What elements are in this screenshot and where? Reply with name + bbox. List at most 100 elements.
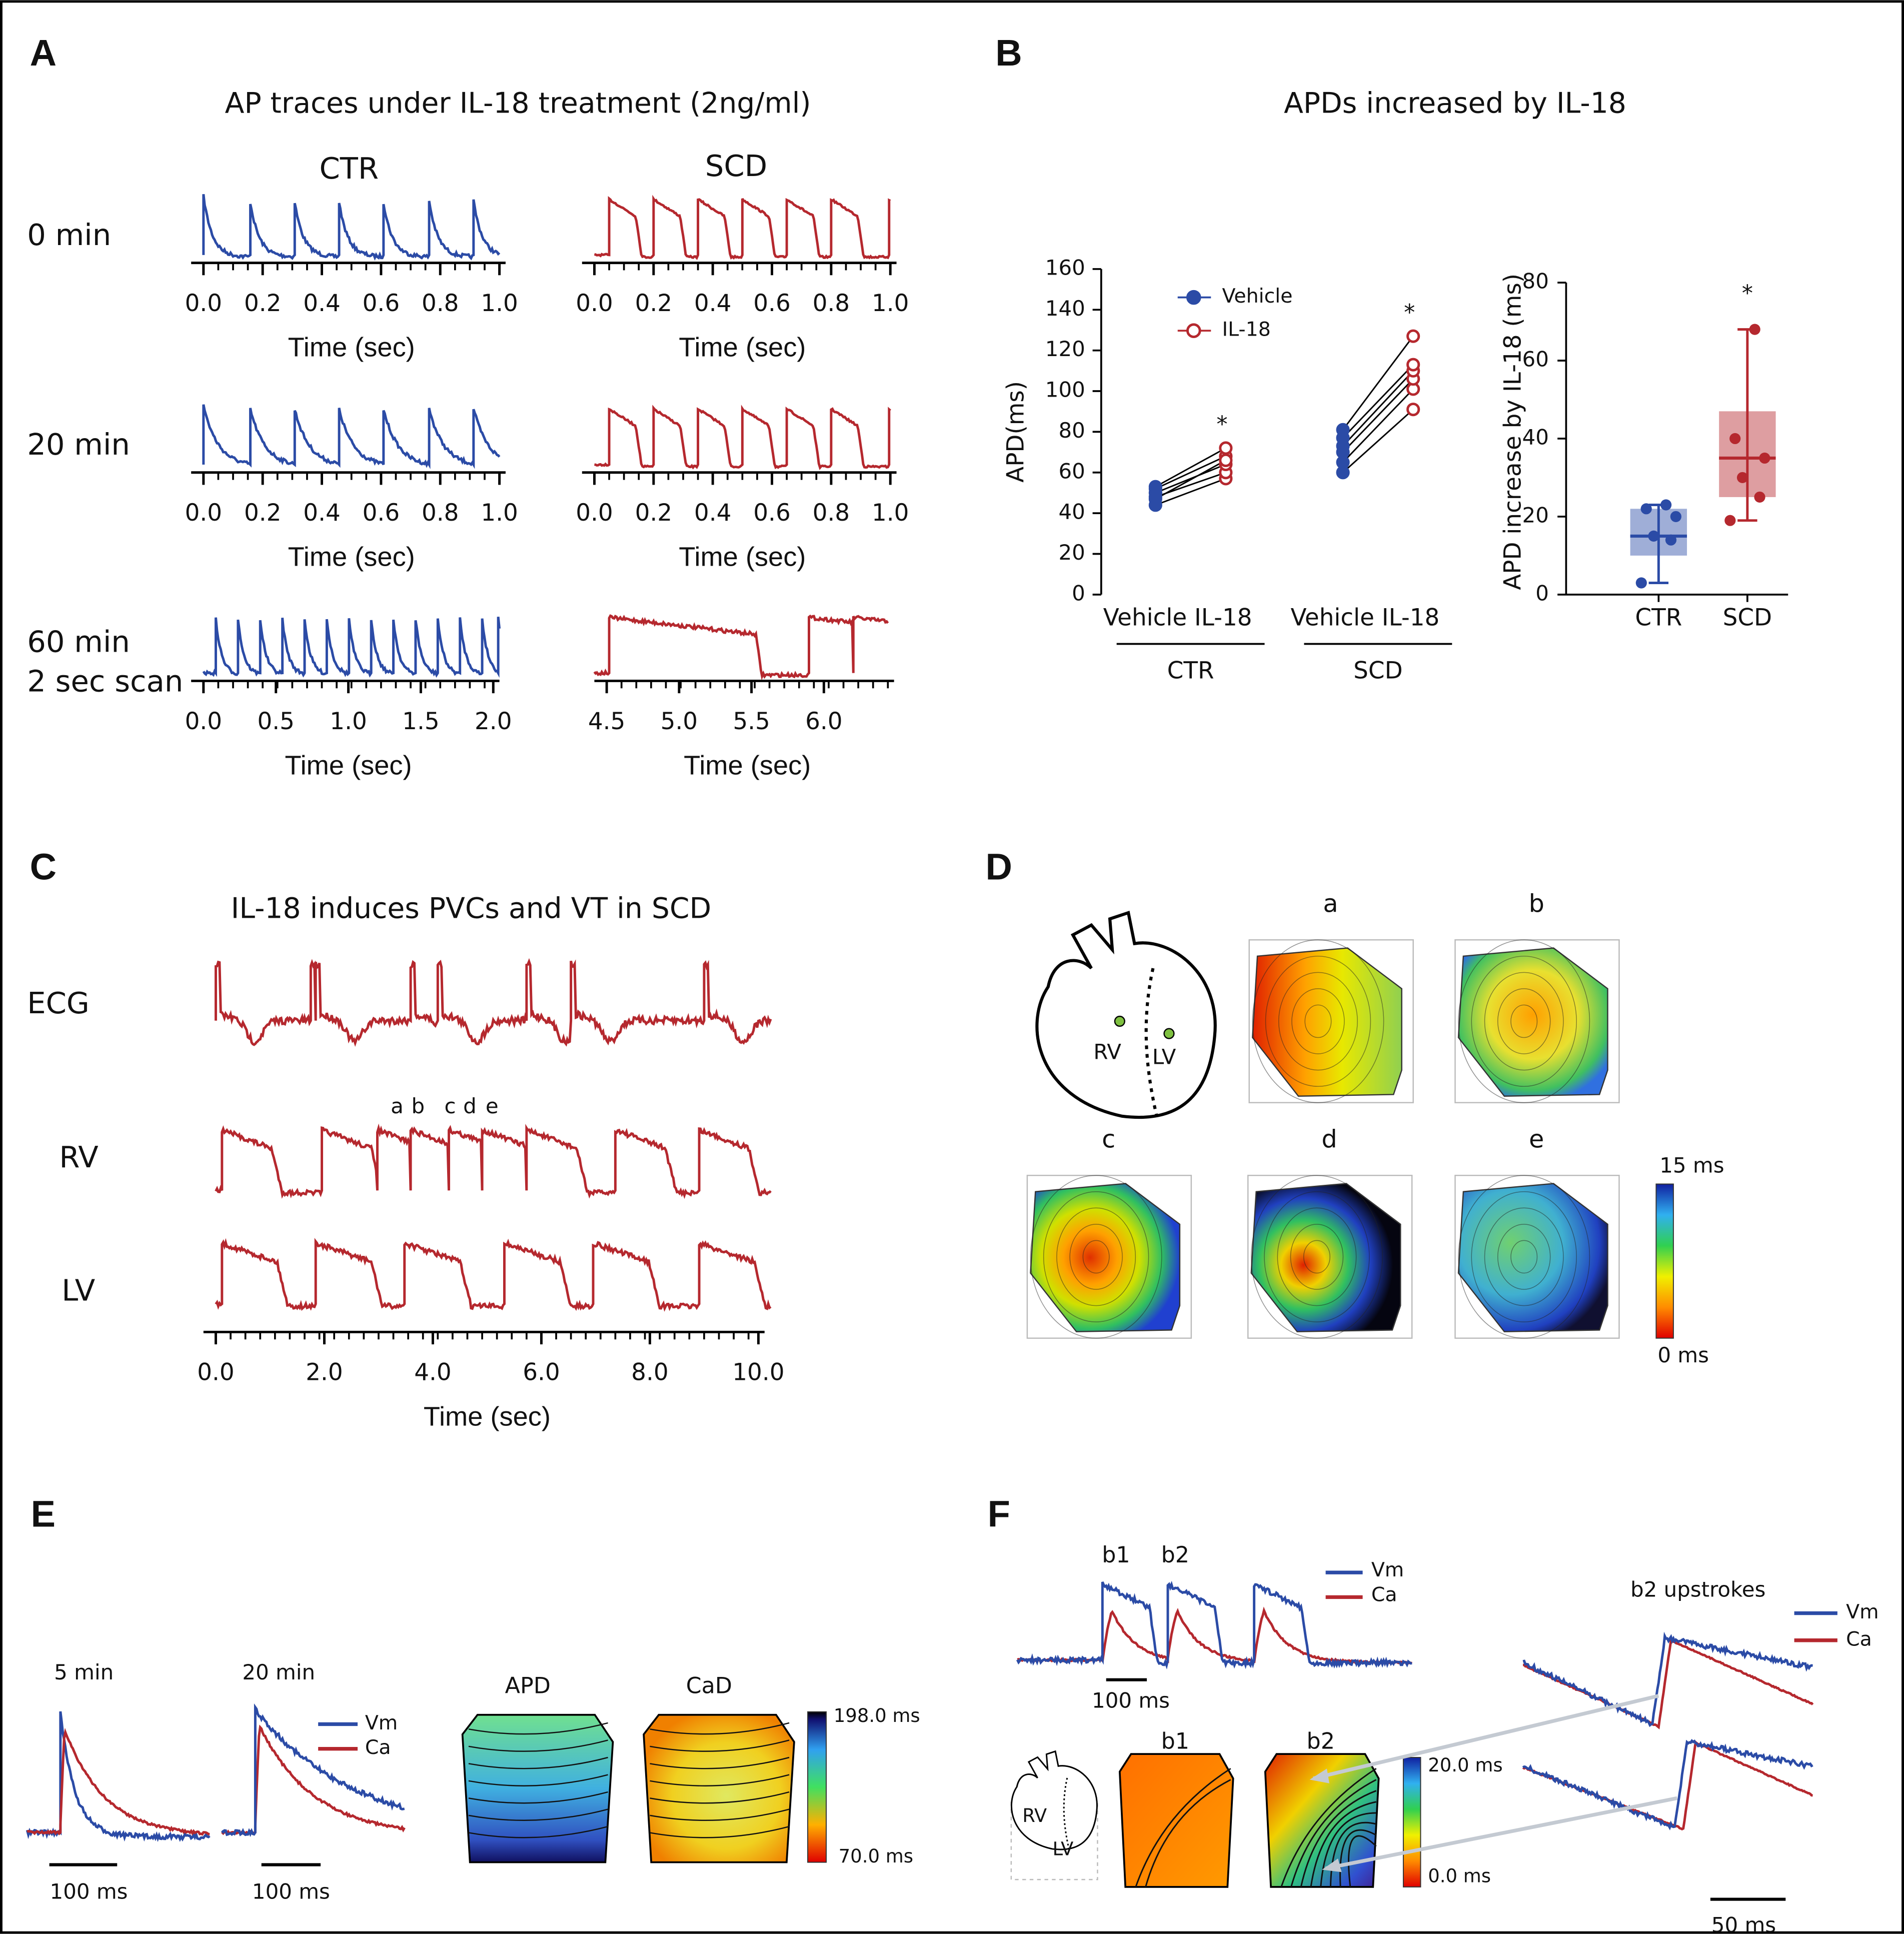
- tick-label: 0.0: [185, 290, 222, 317]
- tick-label: 80: [1058, 418, 1085, 443]
- contour: [1069, 1224, 1123, 1290]
- tick-label: 0.0: [185, 708, 222, 735]
- tick-label: 1.0: [330, 708, 367, 735]
- point: [1759, 452, 1770, 464]
- legend-label: Ca: [365, 1736, 391, 1759]
- pair-line: [1155, 464, 1226, 494]
- tick-label: 0.4: [303, 290, 340, 317]
- contour: [1252, 939, 1384, 1103]
- trace: [202, 404, 501, 470]
- contour: [650, 1791, 790, 1804]
- x-tick-label: IL-18: [1382, 605, 1440, 632]
- activation-map: [1457, 947, 1608, 1097]
- point: [1665, 534, 1677, 546]
- contour: [1251, 1175, 1383, 1339]
- x-tick-label: SCD: [1723, 605, 1772, 632]
- contour: [468, 1808, 608, 1821]
- contour: [650, 1825, 790, 1838]
- contour: [1304, 1004, 1332, 1038]
- tick-label: 4.5: [588, 708, 625, 735]
- pair-line: [1342, 364, 1414, 439]
- point: [1635, 577, 1647, 589]
- point: [1406, 403, 1420, 417]
- tick-label: 6.0: [523, 1359, 560, 1386]
- point: [1148, 480, 1162, 494]
- x-tick-label: IL-18: [1194, 605, 1252, 632]
- point: [1648, 530, 1659, 542]
- contour: [468, 1756, 608, 1769]
- axis-title: APD(ms): [1003, 381, 1030, 483]
- colorbar: [1402, 1757, 1421, 1887]
- map-label: e: [1529, 1125, 1544, 1154]
- heart-icon: [1011, 1750, 1098, 1850]
- upstroke-trace: [1522, 1631, 1813, 1727]
- duration-map: [461, 1713, 614, 1863]
- axis-title: Time (sec): [684, 750, 811, 780]
- tick-label: 8.0: [631, 1359, 668, 1386]
- map-label: b1: [1161, 1728, 1189, 1754]
- tick-label: 0.8: [422, 290, 459, 317]
- label: 100 ms: [252, 1879, 330, 1904]
- contour: [1082, 1240, 1110, 1274]
- panel-label: B: [995, 32, 1022, 74]
- marker-label: e: [486, 1094, 499, 1118]
- label: LV: [1152, 1044, 1176, 1069]
- contour: [1265, 956, 1371, 1087]
- marker-label: b: [412, 1094, 425, 1118]
- tick-label: 0.6: [363, 500, 400, 527]
- point: [1660, 499, 1672, 511]
- map-label: c: [1102, 1125, 1115, 1154]
- label: 20 min: [242, 1660, 315, 1684]
- contour: [1497, 1224, 1551, 1290]
- contour: [1484, 1207, 1564, 1306]
- septum: [1063, 1777, 1070, 1849]
- contour: [650, 1739, 790, 1752]
- tick-label: 20: [1522, 503, 1549, 527]
- tick-label: 0.5: [257, 708, 294, 735]
- tick-label: 0.2: [635, 290, 672, 317]
- tick-label: 0.0: [576, 500, 613, 527]
- axis-title: APD increase by IL-18 (ms): [1499, 274, 1526, 590]
- legend-label: Vm: [1371, 1558, 1404, 1581]
- map-label: CaD: [686, 1673, 732, 1698]
- contour: [1458, 939, 1590, 1103]
- contour: [1056, 1207, 1136, 1306]
- label: b2: [1161, 1542, 1189, 1568]
- contour: [1458, 1175, 1590, 1339]
- electrode: [1163, 1028, 1175, 1039]
- map-label: d: [1321, 1125, 1337, 1154]
- row-label: ECG: [27, 986, 90, 1020]
- tick-label: 120: [1045, 337, 1085, 361]
- panel-label: E: [31, 1493, 56, 1535]
- trace: [27, 1727, 210, 1836]
- arrow: [1313, 1694, 1659, 1780]
- contour: [1030, 1175, 1162, 1339]
- contour: [650, 1722, 790, 1735]
- colorbar-label: 0.0 ms: [1428, 1865, 1491, 1887]
- contour: [650, 1756, 790, 1769]
- contour: [1290, 1779, 1377, 1887]
- contour: [468, 1722, 608, 1735]
- label: LV: [1052, 1838, 1073, 1859]
- contour: [468, 1825, 608, 1838]
- pair-line: [1342, 378, 1414, 453]
- tick-label: 0.0: [197, 1359, 234, 1386]
- legend-marker: [1186, 290, 1201, 305]
- tick-label: 0.6: [363, 290, 400, 317]
- pair-line: [1342, 370, 1414, 447]
- point: [1219, 453, 1233, 467]
- tick-label: 0.6: [753, 290, 790, 317]
- pair-line: [1155, 460, 1226, 500]
- row-label: 60 min: [27, 625, 130, 659]
- contour: [1135, 1767, 1231, 1887]
- trace: [202, 194, 501, 261]
- colorbar-label: 20.0 ms: [1428, 1754, 1502, 1776]
- contour: [468, 1791, 608, 1804]
- label: RV: [1093, 1040, 1121, 1064]
- trace: [215, 1238, 772, 1312]
- point: [1724, 515, 1736, 526]
- contour: [1484, 972, 1564, 1071]
- legend-label: Ca: [1846, 1627, 1872, 1650]
- activation-map: [1118, 1753, 1234, 1888]
- heart-icon: [1035, 910, 1217, 1119]
